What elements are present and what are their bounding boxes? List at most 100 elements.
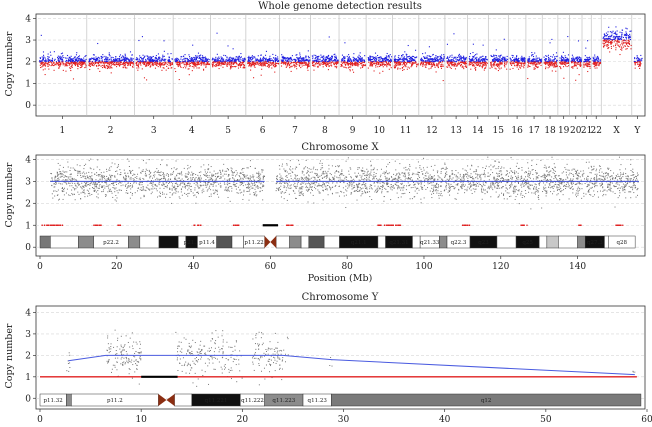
genome-point	[171, 63, 173, 65]
genome-point	[492, 64, 494, 66]
genome-point	[353, 59, 355, 62]
genome-point	[472, 56, 475, 58]
genome-point	[253, 64, 255, 66]
genome-point	[562, 60, 564, 62]
genome-point	[464, 61, 466, 63]
chrX-point	[241, 169, 243, 171]
genome-point	[437, 64, 439, 66]
genome-point	[619, 31, 621, 33]
genome-point	[124, 66, 126, 68]
genome-point	[375, 58, 377, 60]
genome-point	[333, 58, 336, 60]
genome-point	[568, 60, 570, 62]
genome-point	[379, 57, 381, 59]
genome-point	[165, 58, 167, 60]
genome-point	[61, 60, 63, 62]
genome-point	[206, 58, 208, 60]
chrX-point	[103, 171, 105, 173]
genome-point	[220, 56, 222, 58]
genome-point	[593, 63, 595, 65]
genome-point	[513, 59, 515, 62]
genome-point	[251, 62, 253, 64]
genome-point	[482, 58, 484, 60]
genome-point	[297, 61, 299, 63]
genome-point	[454, 56, 456, 58]
genome-point	[638, 65, 641, 67]
genome-point	[76, 57, 79, 59]
genome-point	[115, 63, 117, 65]
genome-point	[302, 63, 304, 65]
genome-point	[509, 58, 511, 60]
genome-point	[524, 57, 526, 59]
genome-point	[97, 62, 99, 64]
genome-point	[388, 55, 390, 57]
genome-point	[389, 61, 392, 63]
genome-point	[547, 62, 549, 64]
genome-point	[575, 64, 577, 66]
genome-point	[305, 59, 308, 61]
genome-point	[577, 60, 580, 63]
chrX-point	[104, 194, 106, 196]
chrX-point	[259, 187, 261, 189]
chrX-point	[253, 179, 255, 181]
genome-point	[186, 63, 188, 66]
genome-point	[523, 67, 525, 69]
chrX-point	[238, 175, 240, 177]
genome-point	[455, 56, 457, 58]
genome-point	[159, 66, 161, 68]
genome-point	[585, 59, 587, 61]
genome-point	[403, 63, 405, 65]
genome-point	[104, 60, 106, 62]
chrX-point	[249, 166, 251, 168]
genome-point	[65, 59, 68, 61]
genome-point	[516, 55, 518, 57]
genome-point	[605, 39, 607, 41]
genome-point	[615, 31, 617, 33]
genome-point	[40, 61, 42, 63]
genome-point	[427, 62, 429, 64]
genome-point	[178, 60, 181, 62]
genome-point	[549, 64, 551, 66]
genome-point	[335, 64, 337, 66]
genome-point	[586, 63, 589, 65]
genome-point	[548, 57, 550, 59]
genome-point	[434, 66, 436, 68]
genome-point	[104, 65, 106, 67]
genome-point	[430, 66, 433, 68]
genome-point	[327, 55, 330, 57]
genome-point	[150, 62, 152, 64]
genome-point	[222, 59, 224, 61]
genome-point	[372, 56, 374, 58]
genome-point	[515, 55, 518, 58]
genome-point	[352, 56, 354, 58]
genome-point	[139, 56, 141, 59]
genome-point	[282, 60, 285, 62]
genome-point	[395, 60, 397, 62]
genome-point	[531, 52, 533, 54]
genome-point	[44, 64, 46, 66]
chromosome-label-3: 3	[151, 126, 157, 136]
genome-point	[435, 71, 437, 73]
genome-point	[347, 60, 349, 62]
genome-point	[360, 59, 362, 61]
genome-point	[634, 63, 636, 65]
genome-point	[254, 60, 256, 62]
genome-point	[403, 57, 405, 59]
genome-point	[114, 60, 116, 62]
genome-point	[393, 59, 396, 61]
genome-point	[599, 60, 601, 62]
genome-point	[597, 58, 600, 60]
genome-point	[305, 55, 307, 57]
whole-genome-y-label: Copy number	[4, 31, 15, 96]
chrX-point	[148, 159, 150, 161]
chrX-point	[190, 191, 192, 193]
genome-point	[428, 46, 430, 48]
genome-point	[242, 58, 244, 60]
genome-point	[438, 59, 440, 61]
genome-point	[483, 58, 485, 60]
genome-point	[147, 64, 150, 66]
genome-point	[334, 65, 336, 68]
genome-point	[373, 61, 375, 63]
genome-point	[325, 60, 327, 62]
genome-point	[124, 53, 126, 55]
